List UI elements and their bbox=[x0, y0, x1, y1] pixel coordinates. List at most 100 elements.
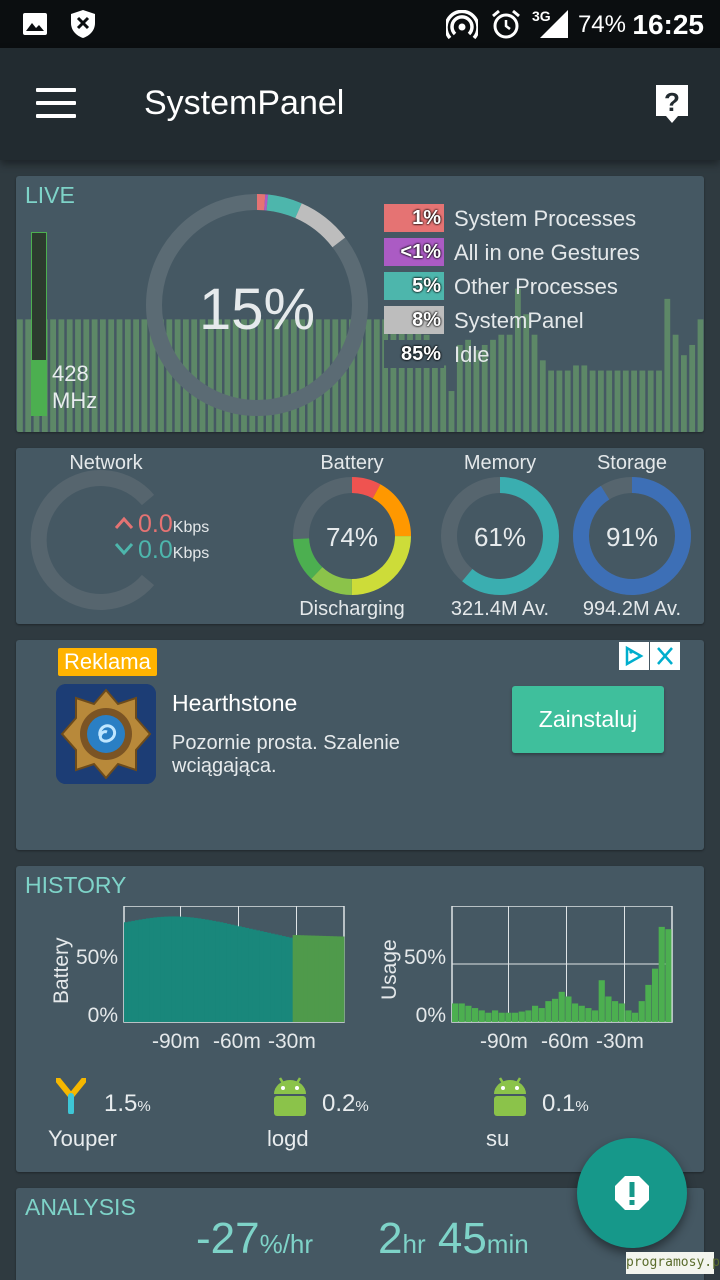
android-icon bbox=[494, 1077, 526, 1116]
battery-history-bar bbox=[226, 923, 231, 1022]
usage-history-bar bbox=[632, 1012, 639, 1022]
battery-gauge-segment bbox=[293, 477, 411, 595]
cpu-history-bar bbox=[25, 319, 32, 432]
cpu-history-bar bbox=[216, 319, 222, 432]
battery-history-bar bbox=[340, 936, 345, 1022]
legend-percent: <1% bbox=[384, 238, 444, 266]
cpu-history-bar bbox=[481, 344, 488, 432]
top-process-2-value: 0.2% bbox=[322, 1090, 369, 1117]
cpu-history-bars bbox=[17, 288, 704, 432]
cpu-history-bar bbox=[83, 319, 90, 432]
usage-history-bar bbox=[492, 1010, 499, 1022]
legend-label: System Processes bbox=[454, 206, 637, 231]
usage-history-bar bbox=[565, 996, 572, 1022]
battery-history-bar bbox=[212, 920, 217, 1022]
battery-history-bar bbox=[303, 935, 308, 1022]
cpu-history-bar bbox=[66, 319, 73, 432]
battery-history-bar bbox=[131, 920, 136, 1022]
battery-history-bar bbox=[274, 934, 279, 1022]
ad-card[interactable]: Reklama Hearthstone Pozornie prosta. Sza… bbox=[16, 640, 704, 850]
battery-history-bar bbox=[329, 936, 334, 1022]
battery-history-bar bbox=[208, 920, 213, 1022]
usage-chart-xtick-90: -90m bbox=[480, 1030, 528, 1053]
battery-history-bar bbox=[157, 917, 162, 1022]
battery-history-bar bbox=[278, 935, 283, 1022]
clock: 16:25 bbox=[632, 9, 704, 40]
top-process-3-value: 0.1% bbox=[542, 1090, 589, 1117]
battery-gauge-segment bbox=[293, 477, 411, 595]
app-bar: SystemPanel ? bbox=[0, 48, 720, 160]
cpu-history-bar bbox=[116, 319, 123, 432]
alert-fab-button[interactable] bbox=[577, 1138, 687, 1248]
usage-history-bar bbox=[618, 1003, 625, 1022]
cpu-history-bar bbox=[407, 319, 413, 432]
cpu-history-bar bbox=[697, 319, 704, 432]
usage-chart-xtick-30: -30m bbox=[596, 1030, 644, 1053]
usage-history-bar bbox=[525, 1010, 532, 1022]
cpu-history-bar bbox=[299, 319, 305, 432]
battery-history-bar bbox=[223, 923, 228, 1022]
usage-history-bar bbox=[598, 980, 605, 1022]
memory-gauge bbox=[441, 477, 559, 595]
storage-gauge-fill bbox=[573, 477, 691, 595]
usage-history-bar bbox=[472, 1008, 479, 1022]
cpu-history-bar bbox=[440, 365, 447, 432]
cpu-history-bar bbox=[664, 298, 671, 432]
cpu-history-bar bbox=[456, 344, 463, 432]
cpu-history-bar bbox=[506, 334, 513, 432]
battery-percent-value: 74% bbox=[325, 522, 379, 552]
cpu-history-bar bbox=[108, 319, 115, 432]
youper-app-icon bbox=[56, 1078, 86, 1114]
usage-history-bar bbox=[452, 1003, 459, 1022]
top-process-3-name: su bbox=[486, 1126, 510, 1151]
battery-history-bar bbox=[153, 917, 158, 1022]
cpu-history-bar bbox=[556, 370, 563, 432]
battery-history-bar bbox=[259, 931, 264, 1022]
history-section-label: HISTORY bbox=[25, 872, 127, 898]
close-icon[interactable] bbox=[650, 642, 680, 670]
battery-history-bar bbox=[215, 921, 220, 1022]
battery-history-chart[interactable] bbox=[122, 906, 346, 1026]
cpu-history-bar bbox=[100, 319, 106, 432]
cpu-history-bar bbox=[166, 319, 173, 432]
usage-history-bar bbox=[652, 968, 659, 1022]
battery-history-bar bbox=[219, 922, 224, 1022]
history-card[interactable]: HISTORY Battery 50% 0% -90m -60m -30m Us… bbox=[16, 866, 704, 1172]
ad-description: Pozornie prosta. Szalenie wciągająca. bbox=[172, 732, 400, 777]
cpu-history-bar bbox=[490, 339, 496, 432]
legend-percent: 8% bbox=[384, 306, 444, 334]
usage-history-bar bbox=[605, 996, 612, 1022]
cpu-history-bar bbox=[656, 370, 662, 432]
cpu-history-bar bbox=[124, 319, 131, 432]
memory-available: 321.4M Av. bbox=[450, 598, 550, 620]
hearthstone-app-icon[interactable] bbox=[56, 684, 156, 784]
svg-text:?: ? bbox=[664, 87, 680, 117]
battery-history-bar bbox=[256, 930, 261, 1022]
cpu-history-bar bbox=[357, 319, 364, 432]
usage-history-bar bbox=[458, 1003, 465, 1022]
hamburger-menu-icon[interactable] bbox=[36, 88, 76, 118]
cpu-history-bar bbox=[199, 319, 206, 432]
cpu-history-bar bbox=[315, 319, 322, 432]
usage-history-chart[interactable] bbox=[450, 906, 674, 1026]
battery-chart-xtick-60: -60m bbox=[213, 1030, 261, 1053]
cpu-history-bar bbox=[241, 319, 247, 432]
live-card[interactable]: LIVE 15% 428 MHz 1% System Processes <1% Al… bbox=[16, 176, 704, 432]
storage-available: 994.2M Av. bbox=[582, 598, 682, 620]
cpu-history-bar bbox=[257, 319, 264, 432]
battery-history-bar bbox=[171, 916, 176, 1022]
usage-history-bar bbox=[592, 1010, 599, 1022]
network-type-label: 3G bbox=[532, 8, 551, 24]
cpu-history-bar bbox=[523, 314, 530, 432]
usage-history-bar bbox=[638, 1001, 645, 1022]
gauges-card[interactable]: Network 0.0Kbps 0.0Kbps Battery 74% Disc… bbox=[16, 448, 704, 624]
ad-title[interactable]: Hearthstone bbox=[172, 690, 298, 716]
help-icon[interactable]: ? bbox=[654, 84, 690, 124]
battery-history-bar bbox=[241, 927, 246, 1022]
adchoices-icon[interactable] bbox=[619, 642, 649, 670]
battery-history-bar bbox=[336, 936, 341, 1022]
install-button[interactable]: Zainstaluj bbox=[512, 686, 664, 753]
cpu-history-bar bbox=[382, 319, 388, 432]
cpu-history-bar bbox=[564, 370, 571, 432]
battery-history-bar bbox=[292, 935, 297, 1022]
